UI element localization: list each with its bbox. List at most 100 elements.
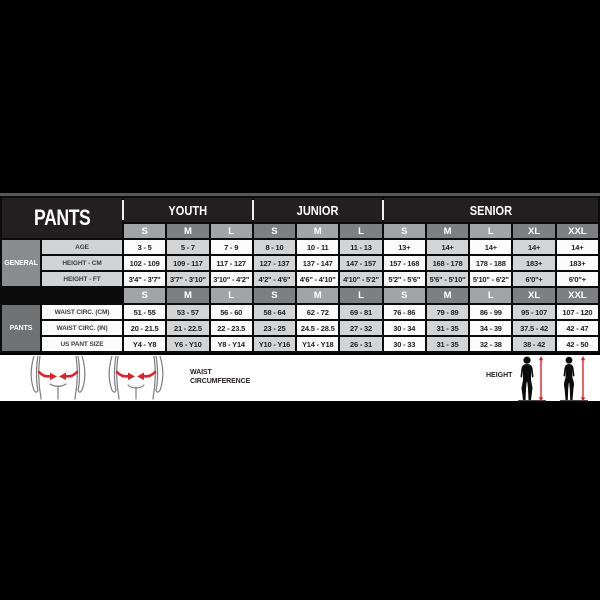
row-label-height-ft: HEIGHT - FT	[42, 272, 122, 286]
data-cell: 5 - 7	[167, 240, 209, 254]
row-label-height-cm: HEIGHT - CM	[42, 256, 122, 270]
data-cell: 30 - 33	[383, 337, 425, 351]
data-cell: 14+	[470, 240, 512, 254]
size-col-header: S	[124, 288, 166, 303]
section-label-pants: PANTS	[2, 305, 40, 351]
data-cell: 22 - 23.5	[210, 321, 252, 335]
size-col-header: M	[426, 288, 469, 303]
size-col-header: L	[340, 288, 382, 303]
data-cell: 34 - 39	[470, 321, 512, 335]
data-cell: Y4 - Y8	[124, 337, 166, 351]
size-col-header: L	[340, 224, 382, 238]
data-cell: 20 - 21.5	[124, 321, 166, 335]
table-top-border	[0, 193, 600, 196]
measurement-legend-band: WAIST CIRCUMFERENCE HEIGHT	[0, 355, 600, 402]
row-label-us-pant-size: US PANT SIZE	[42, 337, 122, 351]
data-cell: 5'6" - 5'10"	[426, 272, 469, 286]
data-cell: 76 - 86	[383, 305, 425, 319]
data-cell: 14+	[426, 240, 469, 254]
size-col-header: S	[253, 224, 296, 238]
data-cell: 183+	[513, 256, 555, 270]
data-cell: 14+	[513, 240, 555, 254]
data-cell: 127 - 137	[253, 256, 296, 270]
data-cell: 69 - 81	[340, 305, 382, 319]
size-col-header: L	[470, 224, 512, 238]
data-cell: 42 - 50	[556, 337, 598, 351]
data-cell: 183+	[556, 256, 598, 270]
height-figures-illustration	[518, 356, 588, 402]
data-cell: 4'6" - 4'10"	[297, 272, 339, 286]
data-cell: 3'4" - 3'7"	[124, 272, 166, 286]
data-cell: 58 - 64	[253, 305, 296, 319]
data-cell: 117 - 127	[210, 256, 252, 270]
data-cell: 6'0"+	[513, 272, 555, 286]
section-label-general: GENERAL	[2, 240, 40, 286]
size-col-header: L	[470, 288, 512, 303]
data-cell: 56 - 60	[210, 305, 252, 319]
data-cell: 109 - 117	[167, 256, 209, 270]
size-col-header: L	[210, 288, 252, 303]
data-cell: 11 - 13	[340, 240, 382, 254]
data-cell: 26 - 31	[340, 337, 382, 351]
data-cell: 27 - 32	[340, 321, 382, 335]
size-col-header: S	[383, 288, 425, 303]
data-cell: 5'2" - 5'6"	[383, 272, 425, 286]
data-cell: 6'0"+	[556, 272, 598, 286]
data-cell: 21 - 22.5	[167, 321, 209, 335]
size-col-header: M	[167, 288, 209, 303]
row-label-age: AGE	[42, 240, 122, 254]
data-cell: 4'2" - 4'6"	[253, 272, 296, 286]
size-col-header: M	[167, 224, 209, 238]
data-cell: 30 - 34	[383, 321, 425, 335]
data-cell: 53 - 57	[167, 305, 209, 319]
data-cell: 79 - 89	[426, 305, 469, 319]
data-cell: 42 - 47	[556, 321, 598, 335]
data-cell: 31 - 35	[426, 337, 469, 351]
size-col-header: M	[297, 224, 339, 238]
size-col-header: L	[210, 224, 252, 238]
size-col-header: S	[383, 224, 425, 238]
size-col-header: M	[297, 288, 339, 303]
data-cell: 7 - 9	[210, 240, 252, 254]
data-cell: Y8 - Y14	[210, 337, 252, 351]
waist-circumference-label: WAIST CIRCUMFERENCE	[190, 369, 251, 385]
data-cell: 95 - 107	[513, 305, 555, 319]
data-cell: 62 - 72	[297, 305, 339, 319]
size-col-header: S	[124, 224, 166, 238]
data-cell: 5'10" - 6'2"	[470, 272, 512, 286]
data-cell: 147 - 157	[340, 256, 382, 270]
waist-measure-figures-illustration	[30, 356, 164, 400]
data-cell: Y10 - Y16	[253, 337, 296, 351]
group-header-youth: YOUTH	[122, 198, 252, 222]
row-label-waist-in: WAIST CIRC. (IN)	[42, 321, 122, 335]
data-cell: 13+	[383, 240, 425, 254]
data-cell: 4'10" - 5'2"	[340, 272, 382, 286]
data-cell: 3 - 5	[124, 240, 166, 254]
size-col-header: XXL	[556, 288, 598, 303]
data-cell: 10 - 11	[297, 240, 339, 254]
height-label: HEIGHT	[486, 372, 513, 379]
size-col-header: XXL	[556, 224, 598, 238]
size-chart-table: PANTS YOUTH JUNIOR SENIOR S M L S M L S …	[0, 196, 600, 353]
data-cell: 38 - 42	[513, 337, 555, 351]
data-cell: 3'10" - 4'2"	[210, 272, 252, 286]
row-label-waist-cm: WAIST CIRC. (CM)	[42, 305, 122, 319]
data-cell: Y14 - Y18	[297, 337, 339, 351]
data-cell: 14+	[556, 240, 598, 254]
size-col-header: S	[253, 288, 296, 303]
data-cell: 51 - 55	[124, 305, 166, 319]
data-cell: 102 - 109	[124, 256, 166, 270]
size-col-header: XL	[513, 288, 555, 303]
table-title: PANTS	[2, 198, 122, 238]
data-cell: 24.5 - 28.5	[297, 321, 339, 335]
data-cell: Y6 - Y10	[167, 337, 209, 351]
size-col-header: XL	[513, 224, 555, 238]
data-cell: 157 - 168	[383, 256, 425, 270]
group-header-senior: SENIOR	[381, 198, 598, 222]
data-cell: 107 - 120	[556, 305, 598, 319]
data-cell: 31 - 35	[426, 321, 469, 335]
data-cell: 137 - 147	[297, 256, 339, 270]
data-cell: 178 - 188	[470, 256, 512, 270]
spacer-cell	[2, 288, 122, 303]
